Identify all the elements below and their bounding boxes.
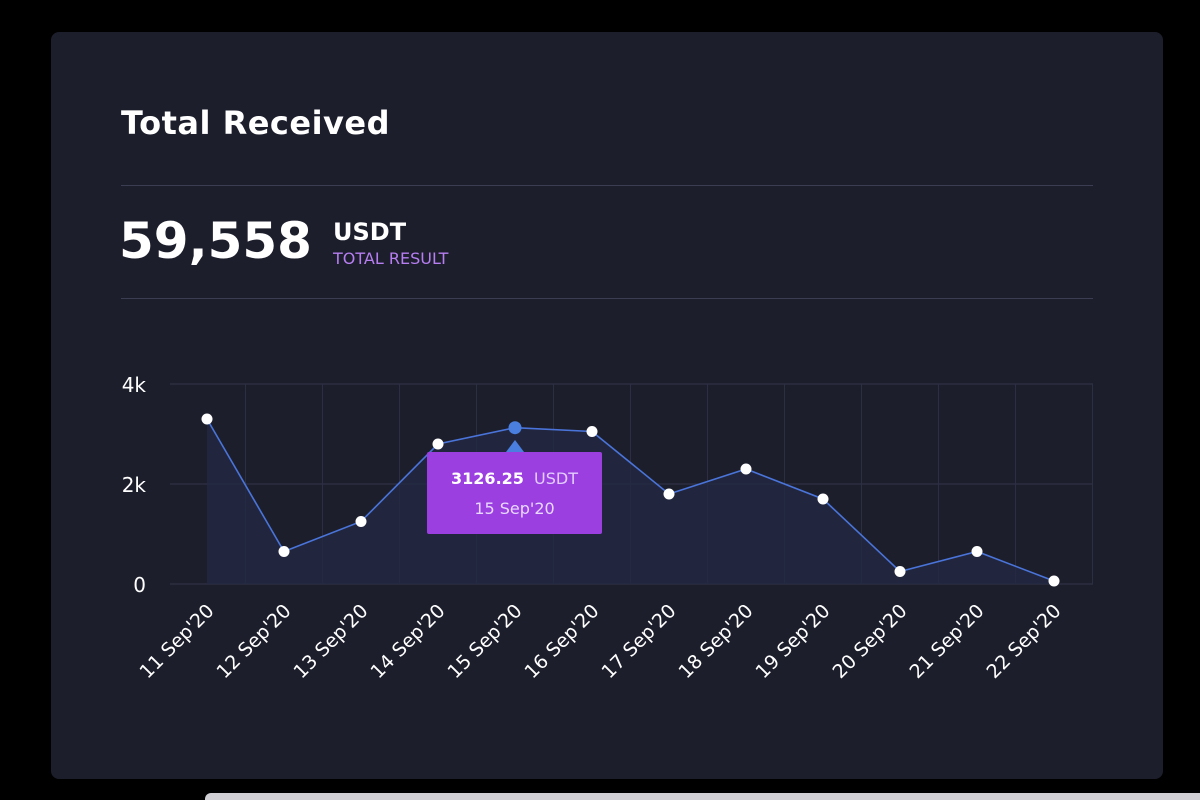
data-point bbox=[663, 488, 675, 500]
x-tick-label: 13 Sep'20 bbox=[289, 600, 372, 683]
data-points bbox=[201, 413, 1060, 587]
data-point bbox=[586, 426, 598, 437]
tooltip-unit: USDT bbox=[534, 469, 578, 488]
tooltip-date: 15 Sep'20 bbox=[474, 499, 554, 518]
x-tick-label: 16 Sep'20 bbox=[520, 600, 603, 683]
y-tick-label: 0 bbox=[133, 573, 146, 597]
x-tick-label: 11 Sep'20 bbox=[135, 600, 218, 683]
series-area bbox=[207, 419, 1054, 584]
data-point bbox=[971, 546, 983, 557]
data-point bbox=[740, 463, 752, 475]
y-axis: 0 2k 4k bbox=[122, 373, 147, 597]
total-received-card: Total Received 59,558 USDT TOTAL RESULT bbox=[51, 32, 1163, 779]
divider-bottom bbox=[121, 298, 1093, 299]
data-point bbox=[432, 438, 444, 450]
window-bottom-bar bbox=[205, 793, 1200, 800]
y-tick-label: 4k bbox=[122, 373, 147, 397]
card-title: Total Received bbox=[121, 104, 391, 142]
x-tick-label: 19 Sep'20 bbox=[751, 600, 834, 683]
data-point bbox=[355, 516, 367, 527]
tooltip-arrow bbox=[506, 440, 524, 452]
divider-top bbox=[121, 185, 1093, 186]
data-point bbox=[894, 566, 906, 577]
x-tick-label: 22 Sep'20 bbox=[982, 600, 1065, 683]
series-line bbox=[206, 418, 1055, 582]
chart-tooltip: 3126.25 USDT 15 Sep'20 bbox=[427, 440, 602, 534]
y-tick-label: 2k bbox=[122, 473, 147, 497]
tooltip-value: 3126.25 bbox=[451, 469, 524, 488]
x-tick-label: 20 Sep'20 bbox=[828, 600, 911, 683]
data-point-highlighted bbox=[508, 421, 522, 435]
data-point bbox=[201, 413, 213, 425]
total-value: 59,558 bbox=[119, 212, 312, 270]
tooltip-box bbox=[427, 452, 602, 534]
x-tick-label: 15 Sep'20 bbox=[443, 600, 526, 683]
x-tick-label: 21 Sep'20 bbox=[905, 600, 988, 683]
x-tick-label: 17 Sep'20 bbox=[597, 600, 680, 683]
total-label: TOTAL RESULT bbox=[333, 249, 449, 268]
data-point bbox=[1048, 575, 1060, 587]
x-tick-label: 18 Sep'20 bbox=[674, 600, 757, 683]
x-tick-label: 14 Sep'20 bbox=[366, 600, 449, 683]
total-unit: USDT bbox=[333, 218, 407, 246]
data-point bbox=[817, 493, 829, 505]
x-tick-label: 12 Sep'20 bbox=[212, 600, 295, 683]
tooltip-value-line: 3126.25 USDT bbox=[451, 469, 578, 488]
data-point bbox=[278, 546, 290, 557]
